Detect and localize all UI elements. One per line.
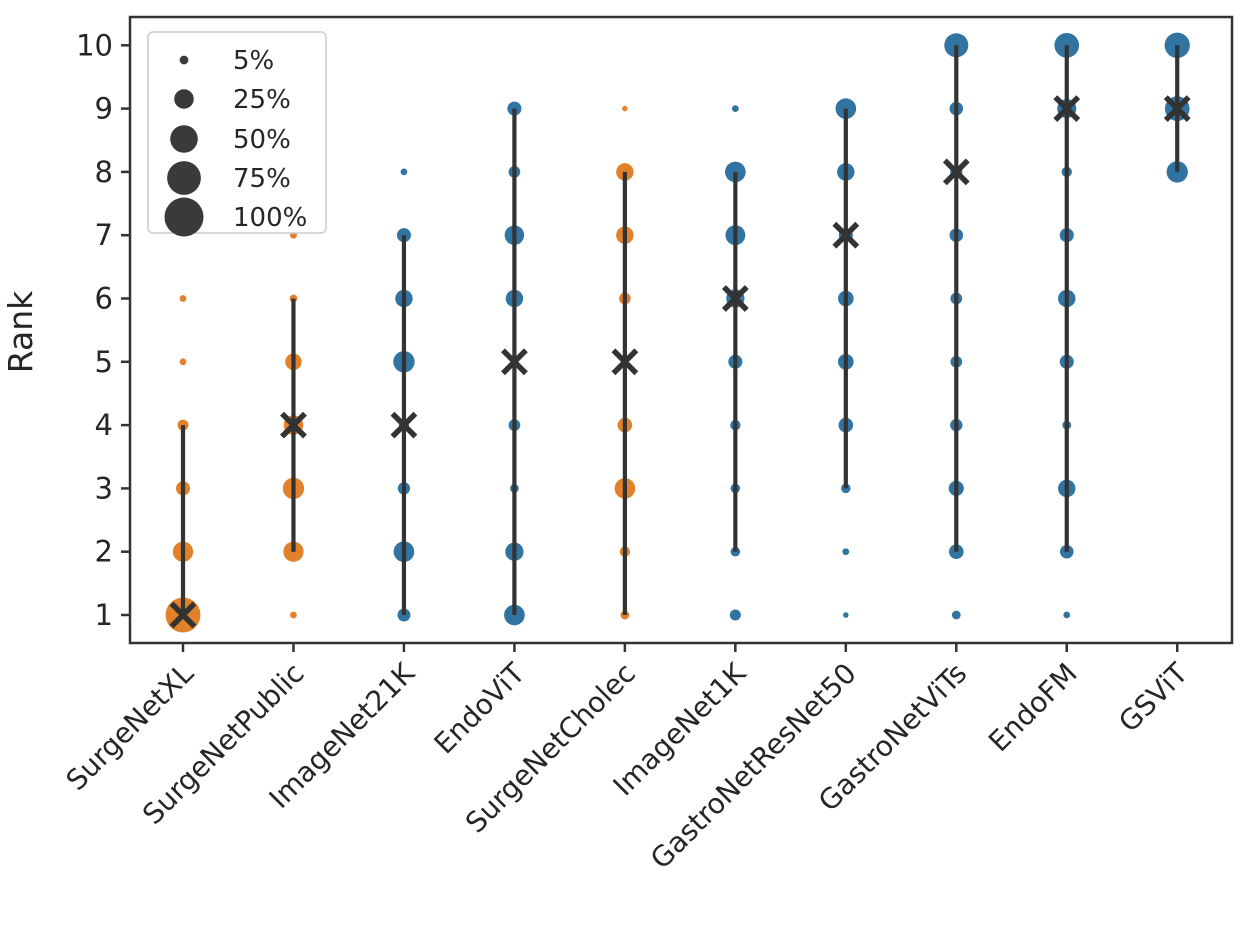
y-tick-label-2: 2	[95, 535, 113, 569]
legend-label-5pct: 5%	[233, 46, 274, 76]
y-tick-label-9: 9	[95, 92, 113, 126]
model-column-EndoViT: EndoViT	[428, 101, 532, 760]
y-tick-label-10: 10	[76, 28, 113, 62]
median-marker-SurgeNetPublic	[280, 411, 307, 439]
bubble-GastroNetResNet50-rank-1	[843, 612, 849, 618]
model-column-SurgeNetCholec: SurgeNetCholec	[459, 105, 642, 839]
legend-marker-100pct	[164, 197, 204, 237]
y-tick-label-5: 5	[95, 345, 113, 379]
model-column-ImageNet1K: ImageNet1K	[607, 105, 753, 802]
median-marker-EndoFM	[1053, 95, 1081, 122]
legend-marker-5pct	[179, 55, 189, 65]
bubble-SurgeNetXL-rank-5	[179, 358, 187, 366]
y-tick-label-4: 4	[95, 408, 113, 442]
median-marker-GastroNetResNet50	[832, 221, 860, 249]
legend-marker-50pct	[170, 125, 198, 153]
bubble-GastroNetViTs-rank-1	[951, 610, 961, 620]
y-tick-label-8: 8	[95, 155, 113, 189]
median-marker-GastroNetViTs	[942, 158, 970, 186]
median-marker-ImageNet21K	[390, 411, 418, 439]
bubble-ImageNet21K-rank-8	[400, 168, 408, 176]
median-marker-SurgeNetXL	[169, 601, 197, 629]
model-column-GastroNetResNet50: GastroNetResNet50	[644, 98, 863, 875]
legend-label-25pct: 25%	[233, 85, 291, 115]
bubble-ImageNet1K-rank-1	[729, 609, 741, 621]
legend-label-50pct: 50%	[233, 125, 291, 155]
bubble-GastroNetResNet50-rank-2	[842, 548, 850, 556]
bubble-SurgeNetXL-rank-6	[179, 295, 187, 302]
y-tick-label-7: 7	[95, 218, 113, 252]
y-tick-label-1: 1	[95, 598, 113, 632]
x-tick-label-EndoFM: EndoFM	[982, 657, 1084, 759]
bubble-GastroNetViTs-rank-2	[948, 544, 964, 559]
model-column-GSViT: GSViT	[1112, 32, 1195, 739]
bubble-ImageNet1K-rank-9	[731, 105, 739, 112]
plot-border	[128, 15, 1234, 645]
x-tick-label-EndoViT: EndoViT	[428, 656, 532, 760]
y-tick-label-3: 3	[95, 471, 113, 505]
bubble-SurgeNetXL-rank-4	[177, 419, 189, 431]
legend-label-100pct: 100%	[233, 203, 307, 233]
size-legend: 5% 25% 50% 75% 100%	[147, 31, 327, 237]
y-tick-label-6: 6	[95, 282, 113, 316]
median-marker-SurgeNetCholec	[611, 348, 639, 376]
y-axis-label: Rank	[1, 290, 40, 373]
median-marker-ImageNet1K	[721, 285, 749, 312]
median-marker-EndoViT	[501, 348, 528, 376]
legend-marker-25pct	[174, 89, 194, 109]
legend-label-75pct: 75%	[233, 164, 291, 194]
x-tick-label-GastroNetResNet50: GastroNetResNet50	[644, 657, 863, 876]
bubble-ImageNet1K-rank-2	[730, 546, 741, 557]
bubble-SurgeNetPublic-rank-1	[290, 611, 297, 619]
bubble-SurgeNetCholec-rank-9	[622, 105, 628, 112]
x-tick-label-GSViT: GSViT	[1112, 656, 1195, 739]
legend-marker-75pct	[167, 161, 201, 195]
model-column-SurgeNetPublic: SurgeNetPublic	[136, 231, 310, 831]
median-marker-GSViT	[1163, 95, 1191, 122]
bubble-EndoFM-rank-1	[1063, 611, 1071, 619]
model-column-EndoFM: EndoFM	[982, 32, 1084, 759]
